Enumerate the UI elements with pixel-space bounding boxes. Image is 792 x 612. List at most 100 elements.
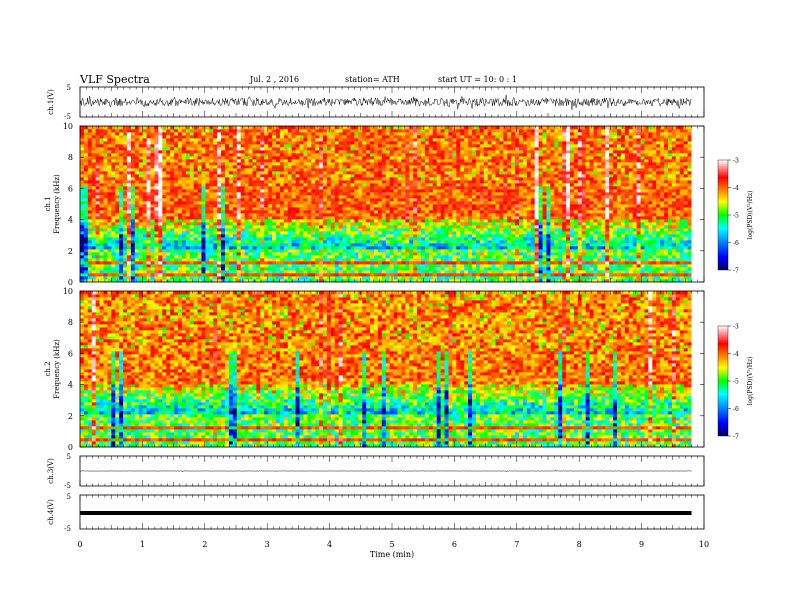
spectrogram-cell bbox=[130, 207, 136, 211]
spectrogram-cell bbox=[240, 219, 246, 223]
spectrogram-cell bbox=[91, 201, 97, 205]
spectrogram-cell bbox=[436, 258, 442, 262]
spectrogram-cell bbox=[397, 132, 402, 136]
spectrogram-cell bbox=[134, 237, 140, 241]
spectrogram-cell bbox=[311, 246, 316, 250]
spectrogram-cell bbox=[354, 156, 359, 160]
spectrogram-cell bbox=[130, 273, 136, 277]
spectrogram-cell bbox=[315, 210, 320, 214]
spectrogram-cell bbox=[154, 192, 159, 196]
spectrogram-cell bbox=[115, 171, 120, 175]
spectrogram-cell bbox=[303, 168, 308, 172]
spectrogram-cell bbox=[83, 255, 89, 259]
spectrogram-cell bbox=[256, 174, 261, 178]
spectrogram-cell bbox=[185, 126, 191, 130]
spectrogram-cell bbox=[256, 198, 261, 202]
spectrogram-cell bbox=[244, 234, 249, 238]
spectrogram-cell bbox=[287, 198, 293, 202]
spectrogram-cell bbox=[213, 144, 218, 148]
spectrogram-cell bbox=[334, 144, 340, 148]
station-label: station= ATH bbox=[345, 75, 400, 84]
spectrogram-cell bbox=[295, 270, 300, 274]
spectrogram-cell bbox=[244, 276, 249, 280]
spectrogram-cell bbox=[174, 138, 179, 142]
spectrogram-cell bbox=[103, 255, 108, 259]
spectrogram-cell bbox=[99, 276, 104, 280]
spectrogram-cell bbox=[252, 150, 257, 154]
spectrogram-cell bbox=[291, 273, 296, 277]
spectrogram-cell bbox=[299, 138, 304, 142]
spectrogram-cell bbox=[338, 129, 344, 133]
spectrogram-cell bbox=[413, 180, 418, 184]
spectrogram-cell bbox=[374, 252, 379, 256]
spectrogram-cell bbox=[397, 168, 402, 172]
spectrogram-cell bbox=[409, 192, 414, 196]
ch1-waveform-trace bbox=[79, 94, 692, 110]
spectrogram-cell bbox=[334, 147, 340, 151]
spectrogram-cell bbox=[205, 135, 210, 139]
spectrogram-cell bbox=[228, 174, 234, 178]
spectrogram-cell bbox=[291, 195, 296, 199]
spectrogram-cell bbox=[87, 204, 93, 208]
spectrogram-cell bbox=[401, 132, 406, 136]
spectrogram-cell bbox=[421, 132, 426, 136]
spectrogram-cell bbox=[413, 234, 418, 238]
spectrogram-cell bbox=[417, 210, 422, 214]
spectrogram-cell bbox=[346, 231, 351, 235]
spectrogram-cell bbox=[236, 216, 242, 220]
spectrogram-cell bbox=[228, 189, 234, 193]
spectrogram-cell bbox=[338, 204, 344, 208]
spectrogram-cell bbox=[428, 237, 434, 241]
spectrogram-cell bbox=[162, 159, 167, 163]
spectrogram-cell bbox=[236, 276, 242, 280]
spectrogram-cell bbox=[170, 156, 175, 160]
spectrogram-cell bbox=[127, 228, 132, 232]
spectrogram-cell bbox=[162, 153, 167, 157]
spectrogram-cell bbox=[123, 144, 128, 148]
spectrogram-cell bbox=[381, 132, 387, 136]
spectrogram-cell bbox=[123, 171, 128, 175]
spectrogram-cell bbox=[319, 222, 324, 226]
spectrogram-cell bbox=[295, 141, 300, 145]
spectrogram-cell bbox=[323, 234, 328, 238]
spectrogram-cell bbox=[342, 270, 347, 274]
spectrogram-cell bbox=[417, 144, 422, 148]
spectrogram-cell bbox=[287, 207, 293, 211]
spectrogram-cell bbox=[366, 159, 371, 163]
spectrogram-cell bbox=[342, 219, 347, 223]
spectrogram-cell bbox=[268, 273, 273, 277]
spectrogram-cell bbox=[197, 231, 202, 235]
spectrogram-cell bbox=[142, 222, 148, 226]
spectrogram-cell bbox=[401, 216, 406, 220]
spectrogram-cell bbox=[146, 138, 151, 142]
spectrogram-cell bbox=[417, 150, 422, 154]
spectrogram-cell bbox=[362, 249, 367, 253]
spectrogram-cell bbox=[189, 204, 195, 208]
spectrogram-cell bbox=[197, 228, 202, 232]
spectrogram-cell bbox=[201, 237, 206, 241]
spectrogram-cell bbox=[311, 258, 316, 262]
spectrogram-cell bbox=[213, 156, 218, 160]
spectrogram-cell bbox=[111, 126, 116, 130]
spectrogram-cell bbox=[276, 234, 281, 238]
spectrogram-cell bbox=[154, 177, 159, 181]
spectrogram-cell bbox=[299, 189, 304, 193]
spectrogram-cell bbox=[138, 174, 144, 178]
spectrogram-cell bbox=[287, 168, 293, 172]
spectrogram-cell bbox=[370, 132, 375, 136]
spectrogram-cell bbox=[221, 264, 226, 268]
spectrogram-cell bbox=[401, 267, 406, 271]
spectrogram-cell bbox=[260, 159, 265, 163]
spectrogram-cell bbox=[307, 132, 312, 136]
spectrogram-cell bbox=[178, 135, 183, 139]
spectrogram-cell bbox=[350, 243, 355, 247]
spectrogram-cell bbox=[213, 240, 218, 244]
spectrogram-cell bbox=[244, 150, 249, 154]
spectrogram-cell bbox=[162, 246, 167, 250]
spectrogram-cell bbox=[354, 177, 359, 181]
spectrogram-cell bbox=[315, 195, 320, 199]
spectrogram-cell bbox=[174, 195, 179, 199]
spectrogram-cell bbox=[240, 252, 246, 256]
spectrogram-cell bbox=[111, 273, 116, 277]
spectrogram-cell bbox=[370, 168, 375, 172]
